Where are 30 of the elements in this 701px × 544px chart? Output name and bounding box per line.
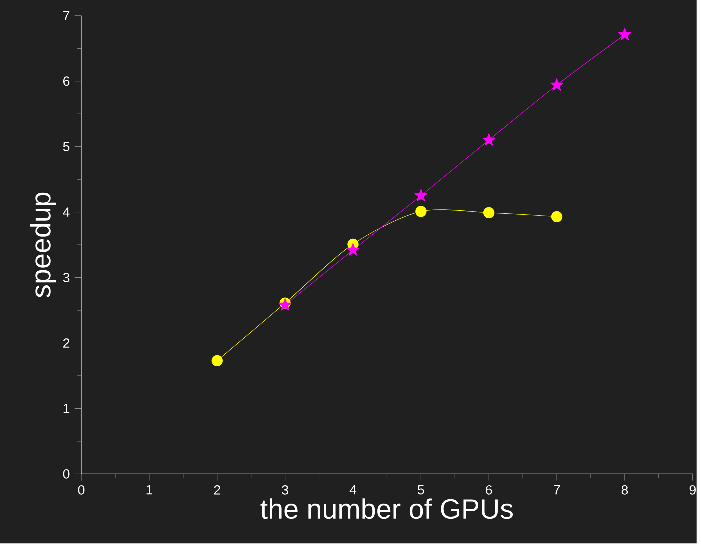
y-tick-label: 3 xyxy=(63,273,70,283)
x-tick-label: 0 xyxy=(78,486,85,495)
x-tick-label: 2 xyxy=(214,486,220,495)
x-tick-label: 4 xyxy=(350,486,357,495)
x-tick-label: 1 xyxy=(146,486,153,495)
x-tick-label: 6 xyxy=(486,486,492,495)
point xyxy=(346,243,360,256)
y-tick-label: 2 xyxy=(64,338,70,348)
x-tick-label: 7 xyxy=(554,486,560,495)
point xyxy=(416,206,427,218)
y-tick-label: 4 xyxy=(63,208,70,217)
point xyxy=(550,78,564,92)
y-tick-label: 6 xyxy=(64,76,70,86)
x-tick-label: 9 xyxy=(690,486,696,495)
y-tick-label: 7 xyxy=(64,11,70,21)
x-tick-label: 3 xyxy=(282,486,288,495)
y-axis-title: speedup xyxy=(30,192,56,298)
point xyxy=(278,298,292,312)
point xyxy=(484,208,495,219)
y-tick-label: 0 xyxy=(63,470,70,479)
point xyxy=(212,355,223,367)
x-axis-title: the number of GPUs xyxy=(260,498,514,520)
y-tick-label: 5 xyxy=(63,142,70,152)
point xyxy=(551,211,563,223)
point xyxy=(482,134,496,146)
y-tick-label: 1 xyxy=(64,404,70,414)
point xyxy=(414,189,428,202)
x-tick-label: 8 xyxy=(622,486,628,495)
x-tick-label: 5 xyxy=(418,486,424,495)
point xyxy=(618,28,632,41)
